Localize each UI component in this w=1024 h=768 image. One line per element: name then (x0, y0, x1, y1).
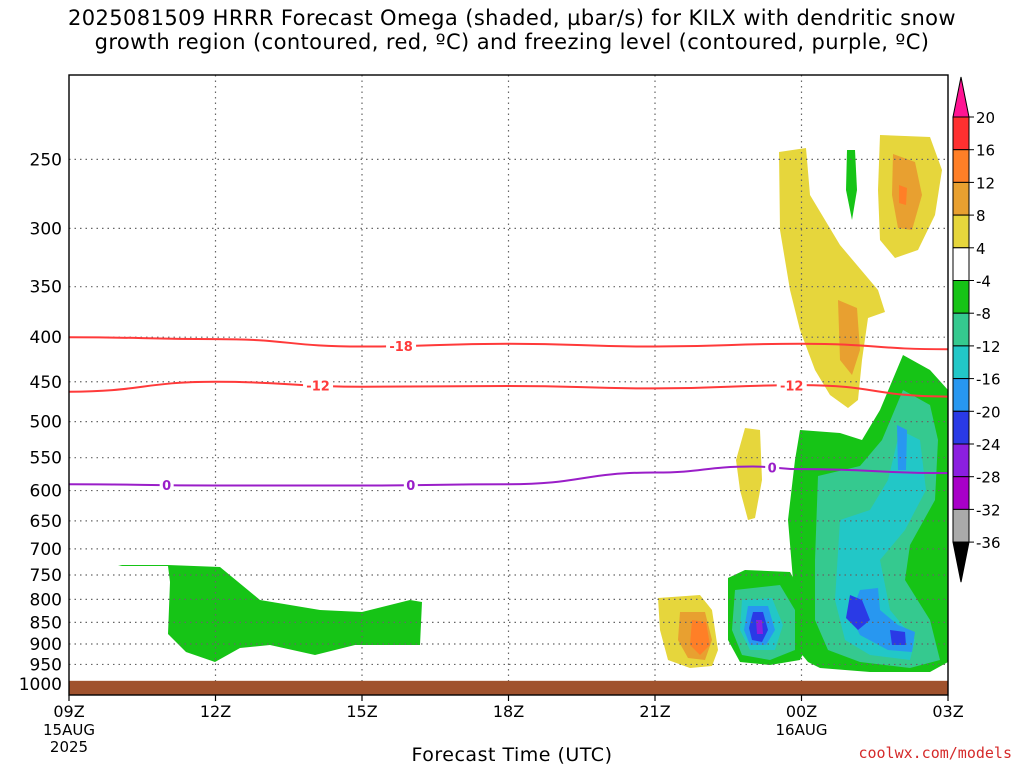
x-tick-label-21Z: 21Z (639, 702, 670, 721)
y-tick-label-850: 850 (30, 613, 62, 633)
y-tick-label-400: 400 (30, 328, 62, 348)
chart-title-line-1: 2025081509 HRRR Forecast Omega (shaded, … (68, 6, 956, 30)
colorbar-top-arrow (952, 76, 970, 118)
colorbar-label-9: -20 (976, 403, 1001, 421)
omega-area-orange-topright (892, 154, 922, 230)
ground-band (69, 680, 948, 695)
colorbar-box-12 (952, 508, 970, 543)
y-tick-label-500: 500 (30, 413, 62, 433)
y-tick-label-650: 650 (30, 512, 62, 532)
freezing-level-contour-label-bg-1 (403, 477, 418, 494)
freezing-level-contour-label-bg-2 (765, 459, 780, 476)
y-tick-label-750: 750 (30, 566, 62, 586)
freezing-level-contour-label-0: 0 (162, 479, 171, 494)
colorbar-label-10: -24 (976, 436, 1001, 454)
dgz-contour--12-label-bg-0 (303, 377, 334, 394)
colorbar-label-5: -4 (976, 273, 991, 291)
freezing-level-contour-label-2: 0 (768, 462, 777, 477)
colorbar-box-1 (952, 149, 970, 183)
x-tick-label-12Z: 12Z (200, 702, 231, 721)
colorbar-label-0: 20 (976, 109, 995, 127)
omega-area-red-topright (899, 185, 907, 205)
colorbar-box-2 (952, 181, 970, 216)
y-axis-tick-labels: 2503003504004505005506006507007508008509… (19, 150, 62, 694)
y-tick-label-950: 950 (30, 655, 62, 675)
colorbar-box-7 (952, 345, 970, 380)
colorbar-label-2: 12 (976, 174, 995, 192)
footer-credit: coolwx.com/models (858, 744, 1012, 762)
y-tick-label-350: 350 (30, 278, 62, 298)
y-tick-label-700: 700 (30, 540, 62, 560)
omega-area-blue-right (850, 425, 915, 652)
x-tick-label-18Z: 18Z (493, 702, 524, 721)
dgz-contour--18-line (68, 336, 949, 351)
freezing-level-contour-line (68, 465, 949, 487)
dgz-contour--12-label-1: -12 (780, 379, 804, 394)
colorbar-bottom-arrow (952, 541, 970, 583)
colorbar-box-10 (952, 443, 970, 478)
colorbar-box-11 (952, 476, 970, 510)
x-tick-label-09Z: 09Z (53, 702, 84, 721)
y-tick-label-600: 600 (30, 482, 62, 502)
colorbar-label-4: 4 (976, 240, 986, 258)
x-tick-date-00Z: 16AUG (776, 721, 828, 739)
colorbar-box-5 (952, 280, 970, 314)
x-tick-date-09Z: 15AUG (43, 721, 95, 739)
y-tick-label-1000: 1000 (19, 675, 62, 695)
colorbar-label-11: -28 (976, 469, 1001, 487)
x-axis-title: Forecast Time (UTC) (411, 744, 613, 766)
dgz-contour--18-label-bg-0 (386, 337, 417, 354)
colorbar-label-7: -12 (976, 338, 1001, 356)
y-tick-label-800: 800 (30, 590, 62, 610)
y-tick-label-450: 450 (30, 373, 62, 393)
omega-area-green-lowlevel (118, 565, 422, 662)
colorbar-label-13: -36 (976, 534, 1001, 552)
chart-title-line-2: growth region (contoured, red, ºC) and f… (94, 30, 930, 54)
colorbar-box-6 (952, 312, 970, 347)
dgz-contour--12-label-bg-1 (776, 377, 807, 394)
omega-area-green-thin (846, 150, 857, 220)
colorbar-label-3: 8 (976, 207, 986, 225)
chart-title: 2025081509 HRRR Forecast Omega (shaded, … (0, 6, 1024, 54)
colorbar-label-8: -16 (976, 371, 1001, 389)
omega-area-darkblue-right (846, 595, 906, 645)
x-tick-label-00Z: 00Z (786, 702, 817, 721)
colorbar-box-4 (952, 247, 970, 282)
freezing-level-contour-label-bg-0 (159, 477, 174, 494)
freezing-level-contour-label-1: 0 (406, 479, 415, 494)
colorbar-label-12: -32 (976, 501, 1001, 519)
colorbar-box-8 (952, 378, 970, 412)
x-tick-label-03Z: 03Z (932, 702, 963, 721)
colorbar-box-9 (952, 410, 970, 445)
colorbar-legend: 20 16 12 8 4 -4 -8 -12 -16 -20 -24 -28 -32 -36 (952, 76, 1001, 583)
colorbar-box-0 (952, 116, 970, 151)
omega-area-orange-upper (838, 300, 860, 375)
y-tick-label-250: 250 (30, 150, 62, 170)
omega-area-red-lower (690, 620, 710, 655)
x-tick-year-09Z: 2025 (50, 738, 88, 756)
omega-area-yellow-mid (736, 428, 762, 520)
y-tick-label-900: 900 (30, 635, 62, 655)
y-tick-label-550: 550 (30, 449, 62, 469)
colorbar-label-6: -8 (976, 305, 991, 323)
omega-area-purple-lower (756, 620, 763, 634)
colorbar-box-3 (952, 214, 970, 249)
y-tick-label-300: 300 (30, 219, 62, 239)
x-tick-label-15Z: 15Z (346, 702, 377, 721)
dgz-contour--18-label-0: -18 (389, 340, 413, 355)
colorbar-label-1: 16 (976, 142, 995, 160)
dgz-contour--12-label-0: -12 (306, 379, 330, 394)
contour-lines: -18 -12 -12 0 0 0 (68, 336, 949, 494)
